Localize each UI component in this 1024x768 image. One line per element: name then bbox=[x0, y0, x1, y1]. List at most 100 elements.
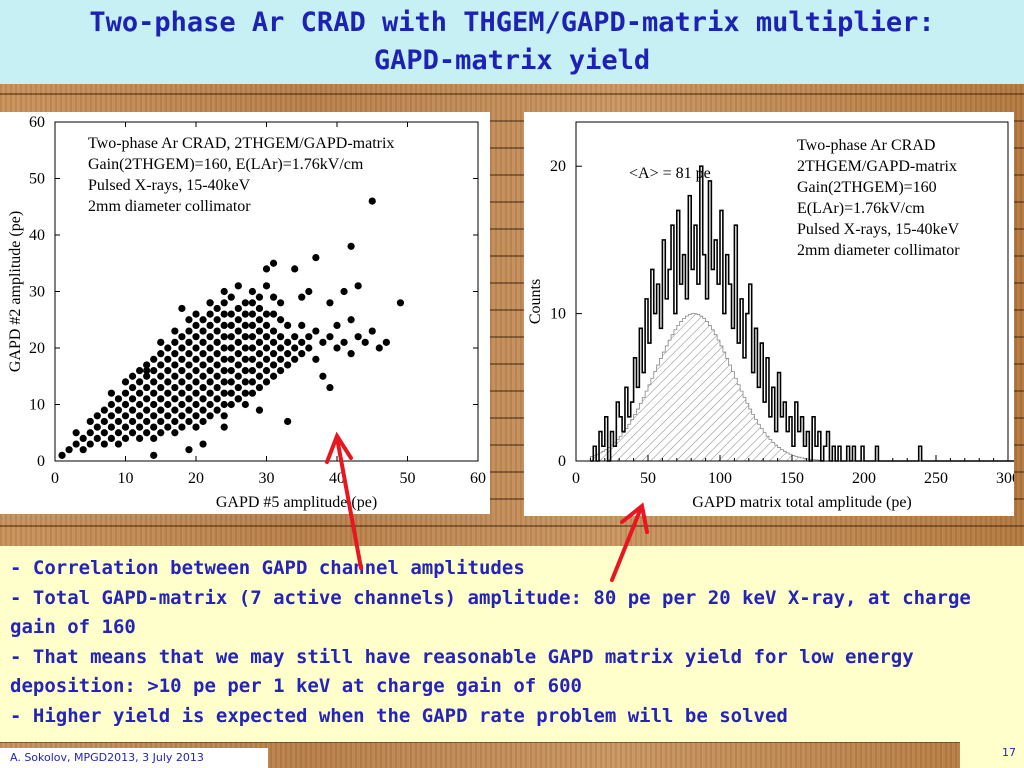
scatter-point bbox=[284, 361, 292, 369]
scatter-point bbox=[157, 417, 165, 426]
scatter-point bbox=[269, 350, 278, 358]
scatter-point bbox=[241, 367, 249, 375]
scatter-point bbox=[199, 350, 207, 358]
scatter-point bbox=[150, 389, 158, 397]
scatter-point bbox=[143, 367, 151, 375]
scatter-x-axis-label: GAPD #5 amplitude (pe) bbox=[216, 494, 377, 511]
scatter-point bbox=[291, 355, 299, 363]
scatter-point bbox=[277, 333, 285, 341]
scatter-point bbox=[220, 423, 228, 431]
scatter-point bbox=[136, 378, 144, 386]
scatter-point bbox=[248, 310, 256, 318]
scatter-point bbox=[248, 321, 256, 329]
scatter-point bbox=[277, 316, 285, 324]
scatter-point bbox=[213, 372, 221, 380]
scatter-point bbox=[255, 350, 264, 358]
scatter-point bbox=[171, 383, 179, 392]
scatter-point bbox=[150, 378, 158, 386]
scatter-point bbox=[255, 316, 264, 324]
scatter-point bbox=[262, 321, 271, 329]
scatter-point bbox=[171, 350, 179, 358]
scatter-point bbox=[157, 406, 165, 414]
scatter-x-tick-label: 60 bbox=[470, 470, 486, 487]
scatter-point bbox=[227, 378, 235, 386]
scatter-point bbox=[185, 316, 193, 324]
histogram-plot: 0 50 100 150 200 250 300 0 10 20 GAPD matrix total… bbox=[527, 121, 1023, 511]
scatter-point bbox=[136, 400, 144, 409]
scatter-x-tick-label: 40 bbox=[329, 470, 345, 487]
scatter-point bbox=[143, 395, 151, 403]
scatter-point bbox=[298, 293, 306, 301]
scatter-point bbox=[164, 344, 172, 352]
scatter-point bbox=[291, 265, 299, 273]
scatter-point bbox=[248, 344, 256, 352]
scatter-point bbox=[185, 338, 193, 346]
scatter-point bbox=[192, 344, 200, 352]
scatter-point bbox=[284, 417, 292, 426]
scatter-point bbox=[354, 333, 362, 341]
scatter-point bbox=[227, 310, 235, 318]
scatter-point bbox=[199, 316, 207, 324]
scatter-annotation-line: 2mm diameter collimator bbox=[88, 198, 251, 215]
scatter-point bbox=[298, 338, 306, 346]
scatter-point bbox=[284, 338, 292, 346]
scatter-point bbox=[340, 338, 348, 346]
scatter-point bbox=[227, 367, 235, 375]
scatter-point bbox=[291, 344, 299, 352]
scatter-point bbox=[220, 344, 228, 352]
scatter-point bbox=[227, 333, 235, 341]
scatter-point bbox=[262, 310, 271, 318]
scatter-point bbox=[143, 372, 151, 380]
scatter-point bbox=[157, 338, 165, 346]
scatter-point bbox=[305, 333, 313, 341]
scatter-point bbox=[269, 293, 278, 301]
scatter-point bbox=[199, 417, 207, 426]
scatter-point bbox=[178, 423, 186, 431]
scatter-point bbox=[178, 304, 186, 313]
hist-x-tick-label: 100 bbox=[708, 470, 732, 487]
hist-y-tick-label: 10 bbox=[550, 306, 566, 323]
scatter-point bbox=[150, 400, 158, 409]
scatter-point bbox=[143, 406, 151, 414]
scatter-point bbox=[234, 383, 242, 392]
scatter-point bbox=[164, 389, 172, 397]
scatter-x-tick-label: 10 bbox=[118, 470, 134, 487]
scatter-point bbox=[248, 367, 256, 375]
scatter-point bbox=[220, 367, 228, 375]
scatter-point bbox=[136, 423, 144, 431]
scatter-point bbox=[199, 383, 207, 392]
scatter-y-tick-label: 40 bbox=[29, 227, 45, 244]
scatter-point bbox=[227, 400, 235, 409]
scatter-point bbox=[227, 321, 235, 329]
hist-x-tick-label: 250 bbox=[924, 470, 948, 487]
scatter-y-tick-label: 60 bbox=[29, 114, 45, 131]
scatter-point bbox=[185, 406, 193, 414]
scatter-point bbox=[241, 321, 249, 329]
scatter-point bbox=[157, 429, 165, 437]
scatter-point bbox=[178, 378, 186, 386]
scatter-point bbox=[255, 406, 264, 414]
hist-y-axis-label: Counts bbox=[527, 279, 544, 324]
scatter-point bbox=[164, 355, 172, 363]
hist-y-tick-label: 0 bbox=[558, 453, 566, 470]
scatter-point bbox=[255, 304, 264, 313]
scatter-point bbox=[220, 321, 228, 329]
page-number: 17 bbox=[960, 740, 1024, 768]
scatter-point bbox=[86, 429, 94, 437]
scatter-point bbox=[305, 344, 313, 352]
scatter-point bbox=[107, 412, 115, 420]
scatter-point bbox=[269, 361, 278, 369]
scatter-point bbox=[213, 395, 221, 403]
scatter-point bbox=[128, 395, 137, 403]
scatter-point bbox=[213, 383, 221, 392]
scatter-point bbox=[262, 344, 271, 352]
scatter-point bbox=[206, 321, 214, 329]
scatter-point bbox=[333, 321, 341, 329]
scatter-point bbox=[206, 389, 214, 397]
scatter-plot: 0 10 20 30 40 50 60 0 10 20 30 40 50 60 GAPD #5 amplit… bbox=[7, 114, 486, 511]
scatter-point bbox=[227, 355, 235, 363]
scatter-point bbox=[277, 367, 285, 375]
scatter-point bbox=[192, 321, 200, 329]
scatter-point bbox=[143, 361, 151, 369]
scatter-point bbox=[164, 378, 172, 386]
